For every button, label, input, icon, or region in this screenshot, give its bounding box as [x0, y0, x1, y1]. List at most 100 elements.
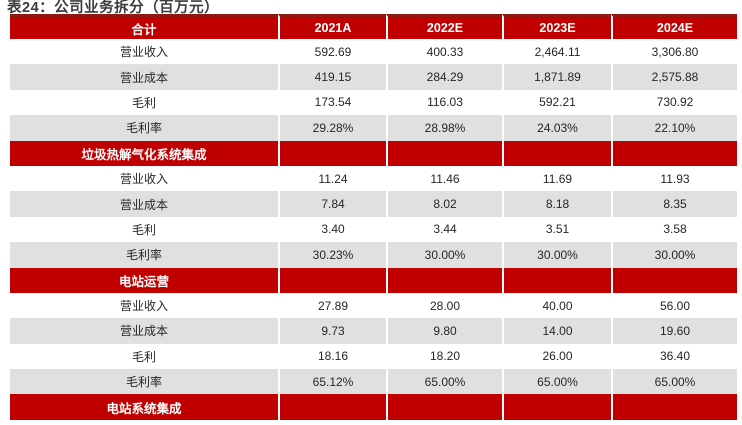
value-cell: 9.73	[278, 318, 386, 344]
header-cell-2024e: 2024E	[611, 14, 737, 39]
row-label: 毛利	[10, 89, 278, 116]
value-cell: 3.44	[386, 216, 502, 243]
value-cell: 14.00	[502, 318, 611, 344]
value-cell: 40.00	[502, 292, 611, 319]
row-label: 营业收入	[10, 292, 278, 319]
value-cell: 28.98%	[386, 115, 502, 141]
value-cell	[278, 394, 386, 420]
value-cell: 24.03%	[502, 115, 611, 141]
section-row: 电站运营	[10, 267, 737, 293]
value-cell	[386, 394, 502, 420]
table-title: 表24：公司业务拆分（百万元）	[7, 0, 220, 16]
value-cell: 173.54	[278, 89, 386, 116]
row-label: 营业成本	[10, 191, 278, 217]
section-label: 电站系统集成	[10, 394, 278, 420]
table-row: 毛利率 65.12% 65.00% 65.00% 65.00%	[10, 369, 737, 395]
value-cell	[386, 267, 502, 293]
value-cell: 18.20	[386, 343, 502, 370]
table-row: 毛利 173.54 116.03 592.21 730.92	[10, 89, 737, 116]
value-cell: 30.00%	[502, 242, 611, 268]
header-cell-2021a: 2021A	[278, 14, 386, 39]
value-cell: 11.69	[502, 165, 611, 192]
value-cell	[611, 140, 737, 166]
row-label: 毛利	[10, 216, 278, 243]
row-label: 营业收入	[10, 39, 278, 65]
section-label: 电站运营	[10, 267, 278, 293]
value-cell	[611, 394, 737, 420]
row-label: 营业收入	[10, 165, 278, 192]
value-cell: 18.16	[278, 343, 386, 370]
value-cell	[502, 267, 611, 293]
value-cell: 36.40	[611, 343, 737, 370]
header-row: 合计 2021A 2022E 2023E 2024E	[10, 14, 737, 39]
section-row: 垃圾热解气化系统集成	[10, 140, 737, 166]
value-cell: 3.58	[611, 216, 737, 243]
value-cell: 65.00%	[611, 369, 737, 395]
business-breakdown-table: 合计 2021A 2022E 2023E 2024E 营业收入 592.69 400…	[10, 14, 737, 420]
value-cell: 592.21	[502, 89, 611, 116]
value-cell: 28.00	[386, 292, 502, 319]
table-row: 营业收入 11.24 11.46 11.69 11.93	[10, 165, 737, 192]
value-cell: 9.80	[386, 318, 502, 344]
value-cell: 7.84	[278, 191, 386, 217]
row-label: 毛利	[10, 343, 278, 370]
value-cell: 3.40	[278, 216, 386, 243]
table-row: 营业收入 592.69 400.33 2,464.11 3,306.80	[10, 39, 737, 65]
value-cell: 116.03	[386, 89, 502, 116]
section-row: 电站系统集成	[10, 394, 737, 420]
value-cell: 11.93	[611, 165, 737, 192]
value-cell	[502, 394, 611, 420]
value-cell: 26.00	[502, 343, 611, 370]
value-cell: 30.00%	[386, 242, 502, 268]
header-cell-total: 合计	[10, 14, 278, 39]
value-cell: 27.89	[278, 292, 386, 319]
value-cell	[278, 140, 386, 166]
table-header: 合计 2021A 2022E 2023E 2024E	[10, 14, 737, 39]
value-cell: 592.69	[278, 39, 386, 65]
table-row: 营业成本 419.15 284.29 1,871.89 2,575.88	[10, 64, 737, 90]
table-row: 营业成本 9.73 9.80 14.00 19.60	[10, 318, 737, 344]
value-cell: 284.29	[386, 64, 502, 90]
table-body: 营业收入 592.69 400.33 2,464.11 3,306.80 营业成本 419.…	[10, 39, 737, 420]
value-cell	[502, 140, 611, 166]
value-cell: 56.00	[611, 292, 737, 319]
value-cell: 30.00%	[611, 242, 737, 268]
value-cell: 419.15	[278, 64, 386, 90]
table-row: 毛利 18.16 18.20 26.00 36.40	[10, 343, 737, 370]
value-cell: 11.24	[278, 165, 386, 192]
value-cell: 22.10%	[611, 115, 737, 141]
value-cell: 29.28%	[278, 115, 386, 141]
value-cell: 8.35	[611, 191, 737, 217]
table-row: 营业收入 27.89 28.00 40.00 56.00	[10, 292, 737, 319]
value-cell	[611, 267, 737, 293]
value-cell: 730.92	[611, 89, 737, 116]
row-label: 营业成本	[10, 318, 278, 344]
value-cell: 1,871.89	[502, 64, 611, 90]
value-cell: 2,464.11	[502, 39, 611, 65]
value-cell	[278, 267, 386, 293]
table-row: 毛利率 30.23% 30.00% 30.00% 30.00%	[10, 242, 737, 268]
row-label: 毛利率	[10, 242, 278, 268]
row-label: 毛利率	[10, 115, 278, 141]
table-row: 毛利率 29.28% 28.98% 24.03% 22.10%	[10, 115, 737, 141]
value-cell: 3.51	[502, 216, 611, 243]
value-cell: 8.02	[386, 191, 502, 217]
value-cell: 65.12%	[278, 369, 386, 395]
value-cell: 30.23%	[278, 242, 386, 268]
value-cell: 65.00%	[386, 369, 502, 395]
row-label: 毛利率	[10, 369, 278, 395]
value-cell: 8.18	[502, 191, 611, 217]
value-cell: 2,575.88	[611, 64, 737, 90]
header-cell-2022e: 2022E	[386, 14, 502, 39]
value-cell	[386, 140, 502, 166]
value-cell: 3,306.80	[611, 39, 737, 65]
value-cell: 400.33	[386, 39, 502, 65]
table-row: 营业成本 7.84 8.02 8.18 8.35	[10, 191, 737, 217]
value-cell: 65.00%	[502, 369, 611, 395]
row-label: 营业成本	[10, 64, 278, 90]
section-label: 垃圾热解气化系统集成	[10, 140, 278, 166]
table-row: 毛利 3.40 3.44 3.51 3.58	[10, 216, 737, 243]
header-cell-2023e: 2023E	[502, 14, 611, 39]
value-cell: 19.60	[611, 318, 737, 344]
